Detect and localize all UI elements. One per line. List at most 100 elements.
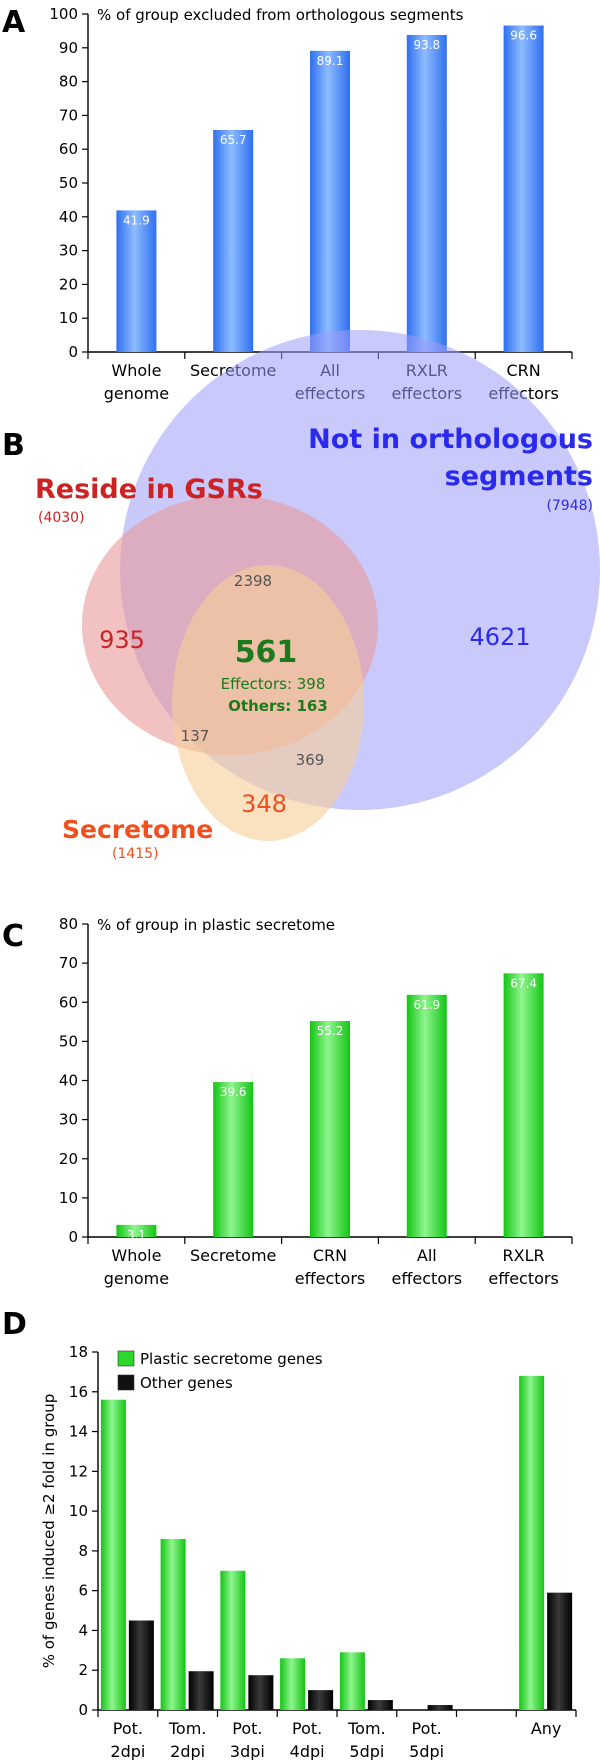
chart-c-x-tick-label: Secretome [190,1246,276,1265]
chart-d-x-tick-label: Pot. [412,1719,442,1738]
chart-a-y-tick-label: 0 [68,343,78,361]
chart-c-y-tick-label: 60 [59,993,78,1011]
chart-c-bar [406,994,447,1237]
chart-a-y-tick-label: 50 [59,174,78,192]
chart-a-bar [116,210,157,352]
venn-set-total-orthologous: (7948) [546,498,593,514]
venn-region-gsr-secretome: 137 [181,727,210,745]
chart-a-bar [310,50,350,352]
venn-region-gsr-orthologous: 2398 [234,572,272,590]
chart-d-bar-series-2 [188,1671,214,1710]
chart-a-y-tick-label: 70 [59,106,78,124]
chart-c-x-tick-label: genome [104,1269,169,1288]
chart-d-x-tick-label: Pot. [232,1719,262,1738]
chart-d-x-tick-label: 4dpi [290,1742,325,1760]
chart-d-y-tick-label: 10 [69,1502,88,1520]
chart-d-y-axis-label: % of genes induced ≥2 fold in group [40,1394,58,1669]
chart-c-y-tick-label: 70 [59,954,78,972]
chart-c-bar-value-label: 67.4 [510,976,537,990]
chart-a-x-tick-label: Whole [111,361,161,380]
venn-region-gsr-only: 935 [99,626,145,654]
panel-letter-b: B [2,428,25,463]
chart-d-x-tick-label: Pot. [113,1719,143,1738]
chart-c-bar-value-label: 3.1 [127,1228,146,1242]
chart-a-y-tick-label: 20 [59,275,78,293]
chart-d-y-tick-label: 16 [69,1383,88,1401]
venn-set-label-secretome: Secretome [62,815,213,844]
chart-d-bar-series-2 [128,1620,154,1710]
chart-c: 0 10 20 30 40 50 60 70 80 Whole genome Secretome CRN… [59,915,573,1288]
chart-c-x-tick-label: CRN [313,1246,347,1265]
chart-d-bar-series-1 [519,1375,545,1710]
chart-d: 0 2 4 6 8 10 12 14 16 18 Pot. 2dpi Tom. 2dpi Pot. 3dpi P… [40,1343,577,1760]
chart-a-bar-value-label: 65.7 [220,133,247,147]
chart-a-y-tick-label: 100 [49,5,78,23]
chart-c-y-tick-label: 40 [59,1072,78,1090]
venn-region-effectors: Effectors: 398 [221,675,326,693]
chart-d-y-tick-label: 8 [78,1542,88,1560]
chart-c-x-tick-label: Whole [111,1246,161,1265]
venn-set-label-gsr: Reside in GSRs [35,474,263,505]
chart-d-y-tick-label: 12 [69,1462,88,1480]
chart-d-bar-series-2 [547,1592,573,1710]
chart-a-y-tick-label: 90 [59,39,78,57]
chart-d-y-tick-label: 2 [78,1661,88,1679]
panel-letter-c: C [2,919,24,954]
venn-region-all-three: 561 [235,635,298,670]
chart-d-x-tick-label: 5dpi [349,1742,384,1760]
chart-d-legend-swatch-2 [117,1374,135,1391]
venn-region-others: Others: 163 [228,697,328,715]
chart-a-bar-value-label: 96.6 [510,28,537,42]
chart-c-y-tick-label: 30 [59,1111,78,1129]
venn-set-total-secretome: (1415) [112,846,159,862]
chart-d-x-tick-label: 5dpi [409,1742,444,1760]
venn-set-label-orthologous-line1: Not in orthologous [308,424,593,455]
chart-c-y-tick-label: 80 [59,915,78,933]
chart-c-y-tick-label: 20 [59,1150,78,1168]
chart-c-bar [116,1224,157,1237]
chart-d-bar-series-1 [220,1570,246,1710]
chart-d-legend-label-2: Other genes [140,1374,233,1392]
chart-a-y-tick-label: 30 [59,242,78,260]
chart-d-bar-series-1 [100,1399,126,1710]
chart-c-x-tick-label: effectors [392,1269,462,1288]
venn-region-orthologous-only: 4621 [469,623,530,651]
chart-d-y-tick-label: 4 [78,1621,88,1639]
chart-c-y-tick-label: 0 [68,1228,78,1246]
chart-c-title: % of group in plastic secretome [97,916,335,934]
chart-a-x-tick-label: genome [104,384,169,403]
chart-a-bar [503,25,544,352]
venn-circle-secretome [172,565,364,841]
chart-c-x-tick-label: RXLR [503,1246,545,1265]
chart-d-x-tick-label: Pot. [292,1719,322,1738]
chart-a-bar [213,129,254,352]
chart-d-y-tick-label: 6 [78,1582,88,1600]
chart-c-bar-value-label: 39.6 [220,1085,247,1099]
chart-c-bar-value-label: 55.2 [317,1024,344,1038]
chart-c-bar [213,1082,254,1237]
chart-d-bar-series-1 [160,1538,186,1710]
panel-letter-d: D [2,1307,27,1342]
chart-a-title: % of group excluded from orthologous seg… [97,6,464,24]
chart-d-bar-series-1 [280,1658,306,1710]
venn-region-orthologous-secretome: 369 [296,751,325,769]
chart-d-x-tick-label: 2dpi [110,1742,145,1760]
chart-d-bar-series-2 [427,1705,453,1710]
chart-d-y-tick-label: 14 [69,1423,88,1441]
venn-diagram: Reside in GSRs (4030) Not in orthologous… [35,330,600,862]
chart-d-y-tick-label: 18 [69,1343,88,1361]
chart-c-x-tick-label: effectors [295,1269,365,1288]
chart-a-y-tick-label: 40 [59,208,78,226]
chart-a-bar-value-label: 93.8 [413,38,440,52]
panel-letter-a: A [2,5,26,40]
chart-d-legend-swatch-1 [117,1350,135,1367]
venn-set-total-gsr: (4030) [38,510,85,526]
chart-c-x-tick-label: All [417,1246,437,1265]
chart-a-bar-value-label: 41.9 [123,213,150,227]
venn-set-label-orthologous-line2: segments [445,461,593,492]
chart-d-legend-label-1: Plastic secretome genes [140,1350,323,1368]
chart-d-bar-series-2 [248,1675,274,1710]
chart-a-y-tick-label: 60 [59,140,78,158]
chart-d-x-tick-label: Tom. [347,1719,386,1738]
chart-a-y-tick-label: 10 [59,309,78,327]
